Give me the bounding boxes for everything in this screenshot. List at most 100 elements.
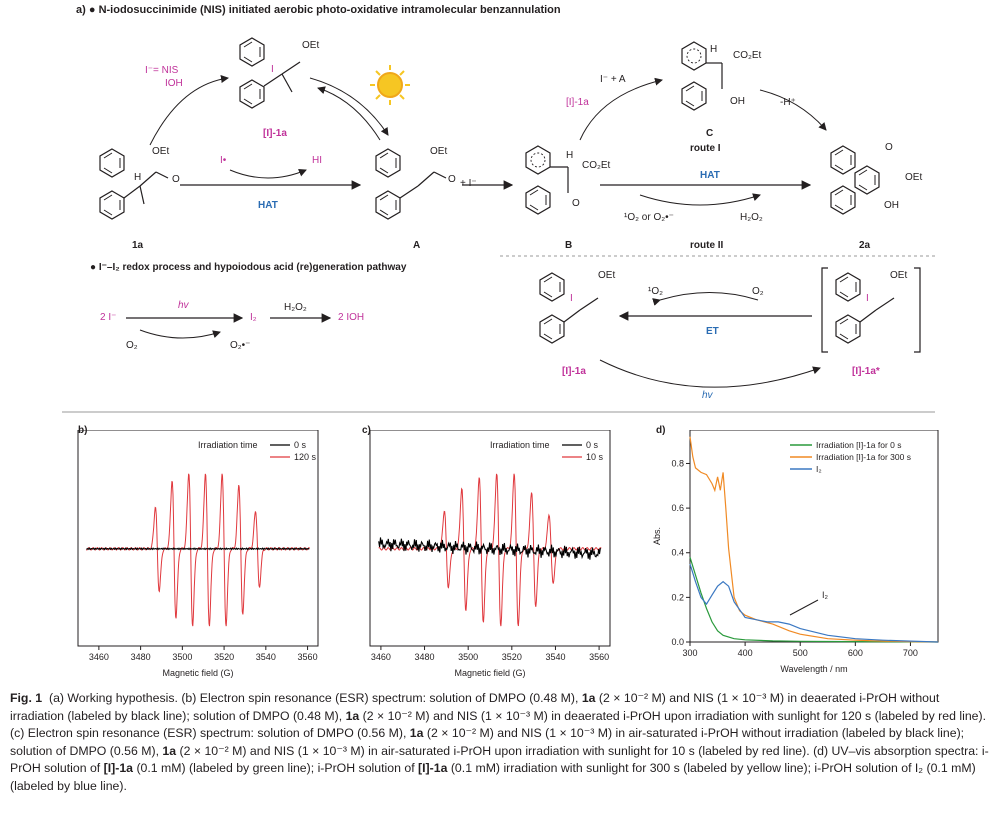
- atom-oh-C: OH: [730, 96, 745, 107]
- label-I1a-top: [I]-1a: [263, 128, 287, 139]
- bullet-icon: ●: [88, 4, 96, 16]
- plot-frame: [369, 430, 611, 647]
- caption-segment: (0.1 mM) (labeled by green line); i-PrOH…: [133, 761, 419, 776]
- caption-segment: 1a: [409, 726, 424, 741]
- plus-i: + I⁻: [460, 178, 477, 189]
- reaction-scheme: [62, 37, 935, 413]
- arrow-I1a-to-A: [309, 77, 389, 136]
- caption-segment: (2 × 10⁻² M) and NIS (1 × 10⁻³ M) in dea…: [10, 708, 987, 741]
- redox-2ioh: 2 IOH: [338, 312, 365, 323]
- redox-i2: I₂: [250, 312, 257, 323]
- caption-segment: (0.1 mM) irradiation with sunlight for 3…: [10, 761, 976, 793]
- atom-oet-A: OEt: [430, 146, 448, 157]
- series-line-0s: [86, 547, 310, 551]
- x-tick-label: 500: [793, 648, 808, 658]
- annotation-arrow: [789, 599, 819, 616]
- atom-o-B: O: [572, 198, 580, 209]
- label-I1a-text: [I]-1a: [263, 128, 287, 139]
- molecule-I1a-bottom: [539, 272, 599, 344]
- hi-product: HI: [312, 155, 322, 166]
- uv-chart-d: 300 400 500 600 700 0.0 0.2 0.4 0.6 0.8 Wavelength…: [652, 430, 939, 674]
- atom-i-star: I: [866, 293, 869, 304]
- label-2a: 2a: [859, 240, 871, 251]
- series-line-0s: [378, 537, 601, 560]
- section-a-label: a): [76, 4, 86, 16]
- molecule-C: [681, 41, 723, 111]
- arrow-hv-bottom: [599, 359, 821, 388]
- series-line-120s: [86, 473, 311, 627]
- bullet-icon-2: ●: [90, 262, 97, 273]
- x-axis-label: Magnetic field (G): [454, 668, 525, 678]
- reagent-nis: I⁻= NIS: [145, 65, 179, 76]
- x-tick-label: 300: [682, 648, 697, 658]
- et-label: ET: [706, 326, 719, 337]
- atom-oh-2a: OH: [884, 200, 899, 211]
- legend-label: I₂: [816, 464, 822, 474]
- redox-h2o2: H₂O₂: [284, 302, 307, 313]
- molecule-2a: [830, 145, 880, 215]
- molecule-I1a-star: [821, 267, 921, 353]
- x-tick-label: 3500: [172, 652, 192, 662]
- atom-oet-2a: OEt: [905, 172, 923, 183]
- x-tick-label: 3560: [298, 652, 318, 662]
- sun-icon: [370, 65, 410, 105]
- x-tick-label: 3520: [214, 652, 234, 662]
- redox-hv: hv: [178, 300, 189, 311]
- y-tick-label: 0.8: [671, 458, 684, 468]
- minus-h: -H⁺: [780, 97, 796, 108]
- caption-body: (a) Working hypothesis. (b) Electron spi…: [10, 691, 989, 793]
- x-tick-label: 700: [903, 648, 918, 658]
- caption-segment: (2 × 10⁻² M) and NIS (1 × 10⁻³ M) in air…: [10, 726, 965, 758]
- atom-oet-star: OEt: [890, 270, 908, 281]
- label-C: C: [706, 128, 714, 139]
- x-tick-label: 3480: [131, 652, 151, 662]
- arrow-B-to-C: [579, 77, 663, 141]
- reagent-ioh: IOH: [165, 78, 183, 89]
- caption-segment: [I]-1a: [418, 761, 448, 776]
- figure-caption: Fig. 1 (a) Working hypothesis. (b) Elect…: [10, 690, 995, 796]
- caption-segment: 1a: [581, 691, 596, 705]
- redox-2i: 2 I⁻: [100, 312, 117, 323]
- caption-segment: 1a: [162, 743, 177, 758]
- molecule-A: [375, 148, 447, 220]
- redox-o2: O₂: [126, 340, 138, 351]
- x-tick-label: 3520: [502, 652, 522, 662]
- arrow-o2-h2o2: [639, 193, 761, 206]
- section-b-title-text: I⁻–I₂ redox process and hypoiodous acid …: [98, 262, 407, 273]
- atom-oet-I1a: OEt: [302, 40, 320, 51]
- h2o2-right: H₂O₂: [740, 212, 763, 223]
- molecule-B: [525, 145, 569, 215]
- panel-c-letter: c): [362, 425, 371, 436]
- legend-title: Irradiation time: [198, 440, 258, 450]
- x-tick-label: 3460: [371, 652, 391, 662]
- caption-segment: (2 × 10⁻² M) and NIS (1 × 10⁻³ M) in dea…: [10, 691, 940, 723]
- atom-i-I1a-b: I: [570, 293, 573, 304]
- o2-right: O₂: [752, 286, 764, 297]
- atom-o-1a: O: [172, 174, 180, 185]
- atom-o-2a: O: [885, 142, 893, 153]
- esr-chart-b: 3460 3480 3500 3520 3540 3560 Magnetic field (…: [77, 430, 319, 678]
- legend-label: 0 s: [294, 440, 307, 450]
- i-plus-A: I⁻ + A: [600, 74, 626, 85]
- route-II: route II: [690, 240, 724, 251]
- y-tick-label: 0.2: [671, 592, 684, 602]
- label-I1a-bottom: [I]-1a: [562, 366, 586, 377]
- arrow-o2-o2rad: [139, 329, 221, 339]
- section-b-title: ● I⁻–I₂ redox process and hypoiodous aci…: [90, 262, 406, 273]
- legend-label: 10 s: [586, 452, 604, 462]
- x-tick-label: 400: [738, 648, 753, 658]
- plot-frame: [77, 430, 319, 647]
- y-tick-label: 0.4: [671, 548, 684, 558]
- x-tick-label: 600: [848, 648, 863, 658]
- label-A: A: [413, 240, 421, 251]
- esr-chart-c: 3460 3480 3500 3520 3540 3560 Magnetic field (…: [369, 430, 611, 678]
- I1a-catalyst: [I]-1a: [566, 97, 589, 108]
- caption-segment: [I]-1a: [103, 761, 134, 776]
- plot-frame: [689, 430, 939, 643]
- atom-h-B: H: [566, 150, 574, 161]
- atom-h-1a: H: [134, 172, 142, 183]
- caption-segment: (2 × 10⁻² M) and NIS (1 × 10⁻³ M) in air…: [10, 743, 989, 776]
- panel-d-letter: d): [656, 425, 666, 436]
- arrow-i-hi: [229, 169, 307, 179]
- atom-co2et-B: CO₂Et: [582, 160, 611, 171]
